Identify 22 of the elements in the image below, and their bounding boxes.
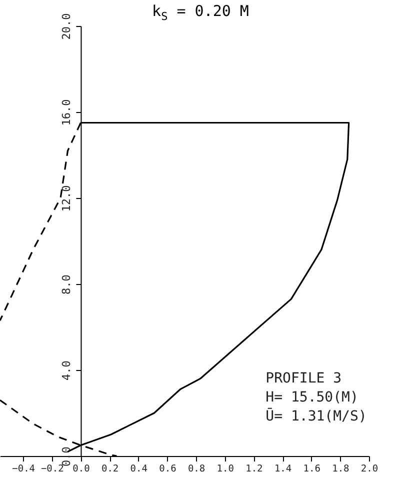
y-tick-label: 4.0 xyxy=(60,360,74,380)
x-tick-label: 0.8 xyxy=(188,464,206,474)
x-tick-label: 1.2 xyxy=(246,464,263,474)
x-tick-label: 0.2 xyxy=(101,464,119,474)
y-tick-label: 12.0 xyxy=(60,185,74,212)
x-tick-label: 0.6 xyxy=(159,464,177,474)
x-tick-label: 0.4 xyxy=(130,464,148,474)
x-tick-label: −0.4 xyxy=(12,464,36,474)
x-tick-label: 2.0 xyxy=(360,464,378,474)
annotation: PROFILE 3 xyxy=(266,370,342,387)
annotation: Ū= 1.31(M/S) xyxy=(266,408,367,425)
y-tick-label: 8.0 xyxy=(60,274,74,294)
annotation: H= 15.50(M) xyxy=(266,390,358,406)
x-tick-label: 1.8 xyxy=(332,464,350,474)
chart-title: k$_{S}$ = 0.20 M xyxy=(152,2,249,23)
x-tick-label: 1.0 xyxy=(216,464,234,474)
x-tick-label: 1.4 xyxy=(274,464,292,474)
x-tick-label: −0.2 xyxy=(40,464,64,474)
y-tick-label: 20.0 xyxy=(60,13,74,40)
x-tick-label: 0.0 xyxy=(72,464,90,474)
y-tick-label: 16.0 xyxy=(60,99,74,126)
x-tick-label: 1.6 xyxy=(303,464,321,474)
